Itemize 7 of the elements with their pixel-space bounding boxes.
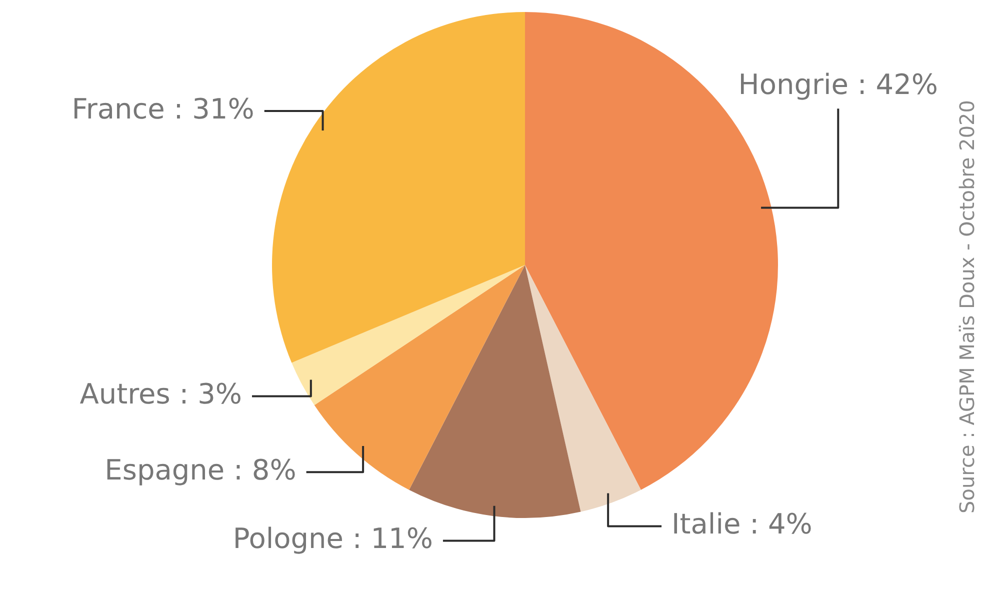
- slice-label: Pologne : 11%: [232, 522, 433, 556]
- slice-label: France : 31%: [72, 92, 254, 126]
- slice-label: Autres : 3%: [80, 378, 242, 411]
- slice-label: Italie : 4%: [672, 508, 812, 541]
- slice-label: Hongrie : 42%: [738, 68, 938, 101]
- source-note: Source : AGPM Maïs Doux - Octobre 2020: [955, 100, 980, 514]
- slice-label: Espagne : 8%: [104, 453, 296, 486]
